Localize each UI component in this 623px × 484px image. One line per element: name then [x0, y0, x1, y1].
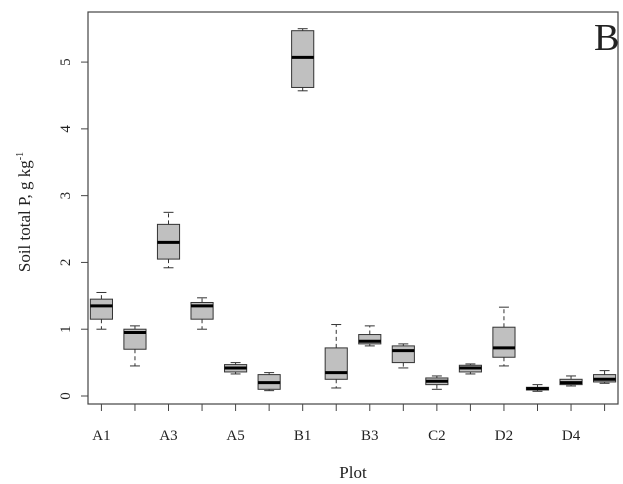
x-tick-label: D2 — [495, 428, 513, 444]
panel-label: B — [594, 17, 619, 59]
box-a1 — [89, 291, 113, 330]
box-a3 — [156, 211, 181, 269]
x-tick-label: A1 — [92, 428, 110, 444]
x-axis-title: Plot — [339, 463, 367, 482]
y-axis-title: Soil total P, g kg-1 — [15, 152, 34, 272]
x-tick-label: B3 — [361, 428, 379, 444]
x-axis: A1 A3 A5 B1 B3 C2 D2 D4 — [92, 404, 606, 444]
box-b2 — [324, 324, 348, 389]
x-tick-label: D4 — [562, 428, 581, 444]
box-b4 — [391, 343, 415, 369]
box-iqr — [291, 30, 315, 88]
box-c2 — [425, 375, 449, 390]
x-tick-label: A3 — [159, 428, 177, 444]
box-d2 — [492, 306, 516, 367]
y-axis-title-superscript: -1 — [15, 152, 26, 160]
box-a4 — [190, 297, 214, 330]
y-tick-label: 3 — [58, 192, 74, 200]
y-tick-label: 2 — [58, 259, 74, 267]
y-tick-label: 4 — [58, 125, 74, 133]
box-c3 — [458, 363, 482, 375]
box-b1 — [291, 28, 315, 92]
box-b3 — [358, 325, 382, 347]
box-d4 — [559, 375, 583, 387]
box-iqr — [391, 345, 415, 364]
box-iqr — [123, 328, 147, 350]
y-axis: 0 1 2 3 4 5 — [58, 58, 88, 400]
x-tick-label: B1 — [294, 428, 312, 444]
box-iqr — [324, 347, 348, 380]
box-a5 — [224, 362, 248, 375]
boxes-layer — [89, 28, 617, 392]
y-tick-label: 5 — [58, 58, 74, 65]
box-a6 — [257, 372, 281, 392]
y-tick-label: 0 — [58, 392, 74, 400]
box-iqr — [492, 326, 516, 358]
box-a2 — [123, 325, 147, 367]
box-iqr — [89, 298, 113, 320]
box-d5 — [593, 370, 617, 384]
y-axis-title-main: Soil total P, g kg — [15, 160, 34, 272]
box-d3 — [525, 384, 550, 392]
plot-frame — [87, 11, 619, 405]
x-tick-label: C2 — [428, 428, 446, 444]
y-tick-label: 1 — [58, 325, 74, 333]
x-tick-label: A5 — [226, 428, 244, 444]
box-iqr — [358, 334, 382, 345]
